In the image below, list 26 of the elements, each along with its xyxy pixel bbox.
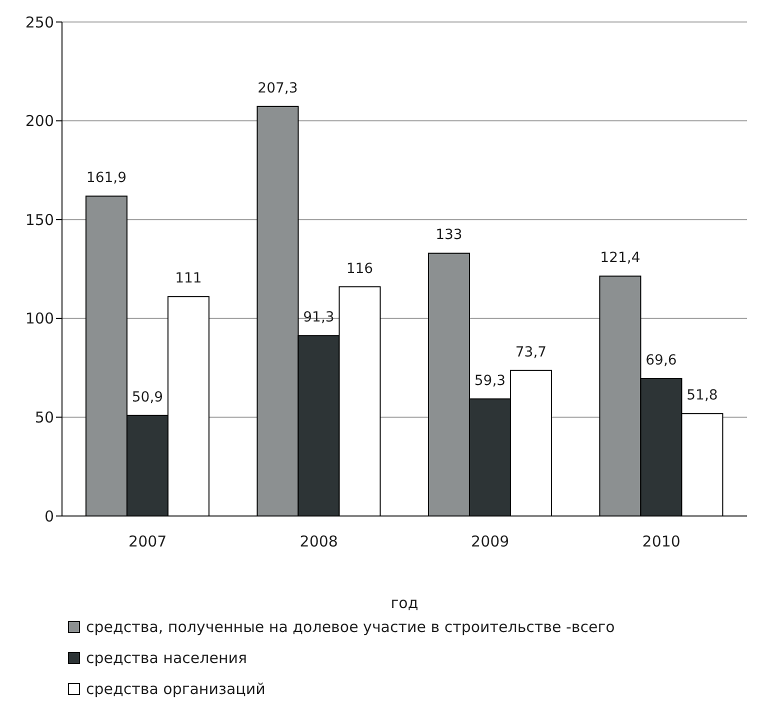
data-label: 133: [436, 227, 462, 244]
legend-label: средства организаций: [86, 680, 266, 698]
y-tick-label: 50: [34, 408, 54, 427]
x-tick-label: 2007: [128, 532, 167, 551]
data-label: 91,3: [303, 310, 334, 326]
legend-label: средства населения: [86, 649, 248, 667]
x-tick-label: 2009: [471, 532, 510, 551]
x-tick-label: 2008: [300, 532, 338, 551]
y-tick-label: 150: [25, 210, 54, 229]
data-label: 116: [346, 260, 374, 277]
x-axis-title: год: [390, 594, 418, 612]
x-tick-label: 2010: [642, 532, 680, 551]
data-label: 59,3: [474, 372, 506, 389]
y-tick-label: 0: [44, 507, 54, 526]
y-tick-label: 100: [25, 310, 54, 328]
data-label: 50,9: [132, 389, 164, 406]
data-label: 73,7: [515, 344, 547, 360]
data-label: 51,8: [686, 388, 718, 404]
data-label: 207,3: [258, 80, 298, 96]
y-tick-label: 250: [25, 13, 54, 32]
legend-label: средства, полученные на долевое участие в строительстве -всего: [86, 618, 615, 636]
y-tick-label: 200: [25, 112, 54, 130]
data-label: 69,6: [646, 352, 677, 368]
data-label: 111: [175, 270, 202, 287]
data-label: 161,9: [86, 170, 127, 186]
data-label: 121,4: [600, 250, 640, 266]
